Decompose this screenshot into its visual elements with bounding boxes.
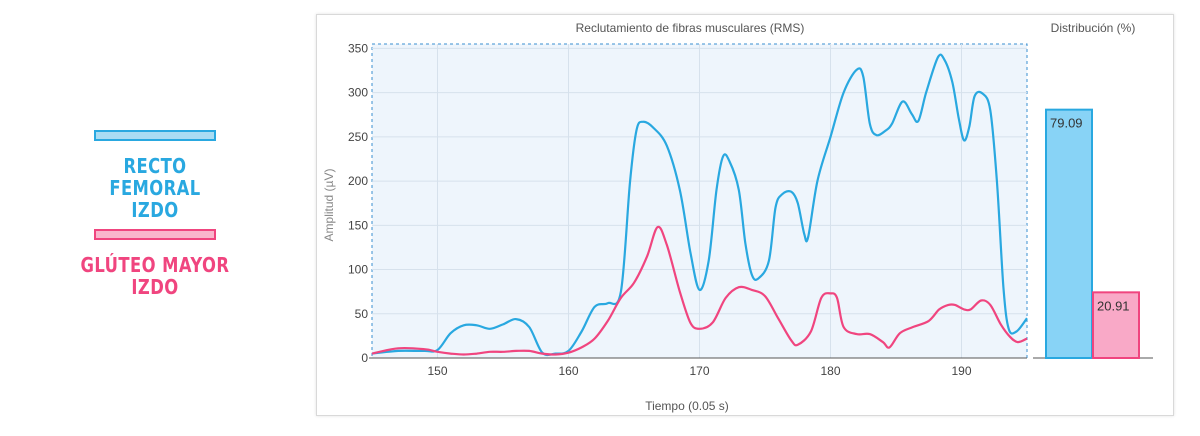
- chart-canvas: Reclutamiento de fibras musculares (RMS)…: [322, 21, 1153, 413]
- x-tick-label: 160: [558, 364, 578, 378]
- y-tick-label: 200: [348, 174, 368, 188]
- bar-recto-femoral: [1045, 108, 1093, 360]
- legend-swatch-recto-femoral: [94, 130, 216, 141]
- x-axis-label: Tiempo (0.05 s): [645, 399, 729, 413]
- series-line-gluteo-mayor: [371, 225, 1028, 356]
- bar-chart: 79.09 20.91: [1033, 108, 1153, 360]
- legend-item-recto-femoral: RECTO FEMORAL IZDO: [60, 130, 250, 221]
- x-tick-label: 170: [689, 364, 709, 378]
- line-chart: 150 160 170 180 190 0 50 100 150 200 250 300 350: [348, 41, 1028, 378]
- y-tick-label: 350: [348, 41, 368, 55]
- legend-label-gluteo-mayor: GLÚTEO MAYOR IZDO: [80, 253, 230, 299]
- bar-gluteo-mayor: [1092, 291, 1140, 359]
- y-tick-label: 0: [361, 351, 368, 365]
- y-tick-label: 100: [348, 263, 368, 277]
- legend-item-gluteo-mayor: GLÚTEO MAYOR IZDO: [60, 229, 250, 298]
- y-axis-label: Amplitud (µV): [322, 169, 336, 242]
- bar-chart-title: Distribución (%): [1051, 21, 1136, 35]
- x-tick-label: 180: [820, 364, 840, 378]
- y-tick-label: 50: [355, 307, 369, 321]
- chart-panel: Reclutamiento de fibras musculares (RMS)…: [316, 14, 1174, 416]
- legend-swatch-gluteo-mayor: [94, 229, 216, 240]
- bar-value-label-recto-femoral: 79.09: [1050, 116, 1083, 131]
- legend-label-recto-femoral: RECTO FEMORAL IZDO: [109, 154, 201, 222]
- y-tick-label: 300: [348, 86, 368, 100]
- x-tick-label: 150: [427, 364, 447, 378]
- bar-value-label-gluteo-mayor: 20.91: [1097, 298, 1130, 313]
- y-tick-label: 150: [348, 218, 368, 232]
- y-tick-label: 250: [348, 130, 368, 144]
- line-chart-title: Reclutamiento de fibras musculares (RMS): [576, 21, 805, 35]
- x-tick-label: 190: [951, 364, 971, 378]
